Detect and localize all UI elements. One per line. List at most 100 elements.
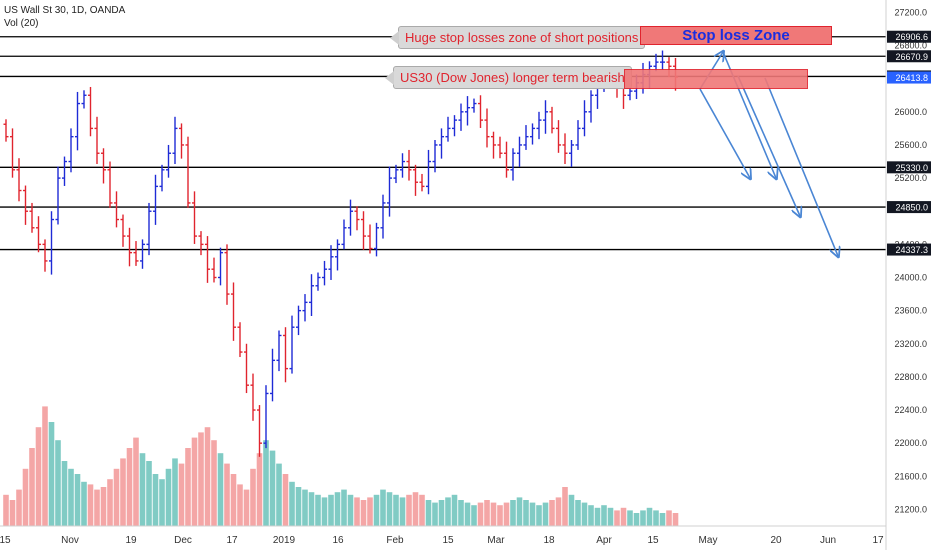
price-bar-86 xyxy=(562,133,568,165)
volume-bar-68 xyxy=(445,497,451,526)
volume-bar-43 xyxy=(282,474,289,526)
y-tick-label-1: 21600.0 xyxy=(894,471,927,481)
price-bar-21 xyxy=(140,239,145,269)
price-bar-68 xyxy=(445,116,451,142)
stop-loss-zone-label: Stop loss Zone xyxy=(682,27,790,44)
volume-bar-93 xyxy=(607,507,614,526)
price-bar-42 xyxy=(276,330,282,372)
callout-bearish-text: US30 (Dow Jones) longer term bearish xyxy=(400,70,625,85)
price-bar-19 xyxy=(127,227,132,267)
volume-bar-56 xyxy=(367,497,373,526)
x-tick-label-10: 18 xyxy=(543,535,555,546)
price-bar-54 xyxy=(354,206,360,231)
volume-bar-69 xyxy=(451,494,458,526)
price-bar-32 xyxy=(211,257,217,283)
volume-bar-73 xyxy=(477,502,484,526)
volume-bar-55 xyxy=(360,500,367,526)
volume-bar-24 xyxy=(159,479,165,526)
volume-bar-4 xyxy=(29,448,35,526)
price-bar-88 xyxy=(575,120,581,150)
volume-bar-44 xyxy=(289,481,295,526)
volume-bar-29 xyxy=(191,437,198,526)
volume-bar-10 xyxy=(68,468,74,526)
volume-bar-59 xyxy=(386,492,393,526)
price-bar-13 xyxy=(88,86,93,137)
price-bar-45 xyxy=(296,305,301,336)
volume-bar-86 xyxy=(562,487,568,526)
price-bar-75 xyxy=(491,131,496,159)
price-bar-73 xyxy=(478,95,483,128)
y-tick-label-5: 23200.0 xyxy=(894,339,927,349)
volume-bar-11 xyxy=(74,474,81,526)
price-bar-49 xyxy=(322,260,327,286)
x-tick-label-9: Mar xyxy=(487,535,505,546)
volume-bar-27 xyxy=(178,463,185,526)
price-bar-31 xyxy=(205,236,210,283)
volume-bar-85 xyxy=(555,497,562,526)
price-bar-82 xyxy=(536,111,542,140)
volume-bar-5 xyxy=(35,427,42,526)
volume-bar-36 xyxy=(237,484,243,526)
y-tick-label-12: 25600.0 xyxy=(894,140,927,150)
price-bar-46 xyxy=(302,294,308,322)
price-bar-36 xyxy=(237,322,243,358)
volume-bar-96 xyxy=(627,510,633,526)
x-tick-label-0: 15 xyxy=(0,535,11,546)
price-bar-53 xyxy=(348,199,353,236)
volume-bar-6 xyxy=(42,406,48,526)
price-marker-label-4: 25330.0 xyxy=(895,163,928,173)
volume-bar-91 xyxy=(594,507,601,526)
price-bar-28 xyxy=(185,136,191,208)
price-bar-79 xyxy=(517,136,522,167)
volume-bar-82 xyxy=(536,505,542,526)
price-bar-8 xyxy=(55,166,61,225)
y-tick-label-6: 23600.0 xyxy=(894,306,927,316)
volume-bar-15 xyxy=(100,487,107,526)
price-bar-3 xyxy=(23,185,28,225)
price-bar-83 xyxy=(543,100,548,134)
volume-bar-50 xyxy=(328,494,334,526)
price-bar-43 xyxy=(283,327,288,383)
price-bar-67 xyxy=(439,128,444,159)
volume-bar-99 xyxy=(646,507,653,526)
x-axis: 15 Nov 19 Dec 17 2019 16 Feb 15 Mar 18 Apr 15 May 20 Ju… xyxy=(0,535,884,546)
volume-bar-76 xyxy=(497,505,503,526)
y-tick-label-3: 22400.0 xyxy=(894,405,927,415)
price-bar-71 xyxy=(465,96,470,126)
price-bar-10 xyxy=(68,128,74,173)
price-bar-27 xyxy=(179,123,184,159)
price-marker-bg-1 xyxy=(887,50,931,63)
volume-bar-9 xyxy=(61,461,68,526)
volume-bar-92 xyxy=(601,505,607,526)
volume-bar-71 xyxy=(464,502,471,526)
price-bar-101 xyxy=(660,50,665,70)
volume-bar-70 xyxy=(458,500,464,526)
price-bar-51 xyxy=(335,239,340,271)
volume-bar-0 xyxy=(3,494,9,526)
price-markers: 26906.626670.926427.326413.825330.024850… xyxy=(887,30,931,256)
price-bar-30 xyxy=(198,231,204,256)
price-bar-100 xyxy=(653,53,659,72)
volume-bar-62 xyxy=(406,494,412,526)
price-bar-90 xyxy=(588,90,594,123)
price-marker-label-5: 24850.0 xyxy=(895,203,928,213)
price-bar-57 xyxy=(374,222,379,257)
price-bar-44 xyxy=(289,315,295,374)
volume-bar-100 xyxy=(653,510,659,526)
price-bar-69 xyxy=(452,115,457,137)
price-bar-2 xyxy=(16,158,22,202)
callout-stop-losses-text: Huge stop losses zone of short positions xyxy=(405,30,639,45)
volume-bar-49 xyxy=(321,497,328,526)
volume-bar-58 xyxy=(380,489,386,526)
price-bar-65 xyxy=(426,149,431,195)
volume-bar-88 xyxy=(575,500,581,526)
x-tick-label-3: Dec xyxy=(174,535,192,546)
price-bar-72 xyxy=(471,98,477,113)
volume-bar-37 xyxy=(243,489,250,526)
volume-bar-30 xyxy=(198,432,204,526)
price-bar-17 xyxy=(114,191,119,228)
volume-bar-14 xyxy=(94,489,100,526)
price-marker-label-6: 24337.3 xyxy=(895,245,928,255)
price-bar-35 xyxy=(231,282,236,341)
